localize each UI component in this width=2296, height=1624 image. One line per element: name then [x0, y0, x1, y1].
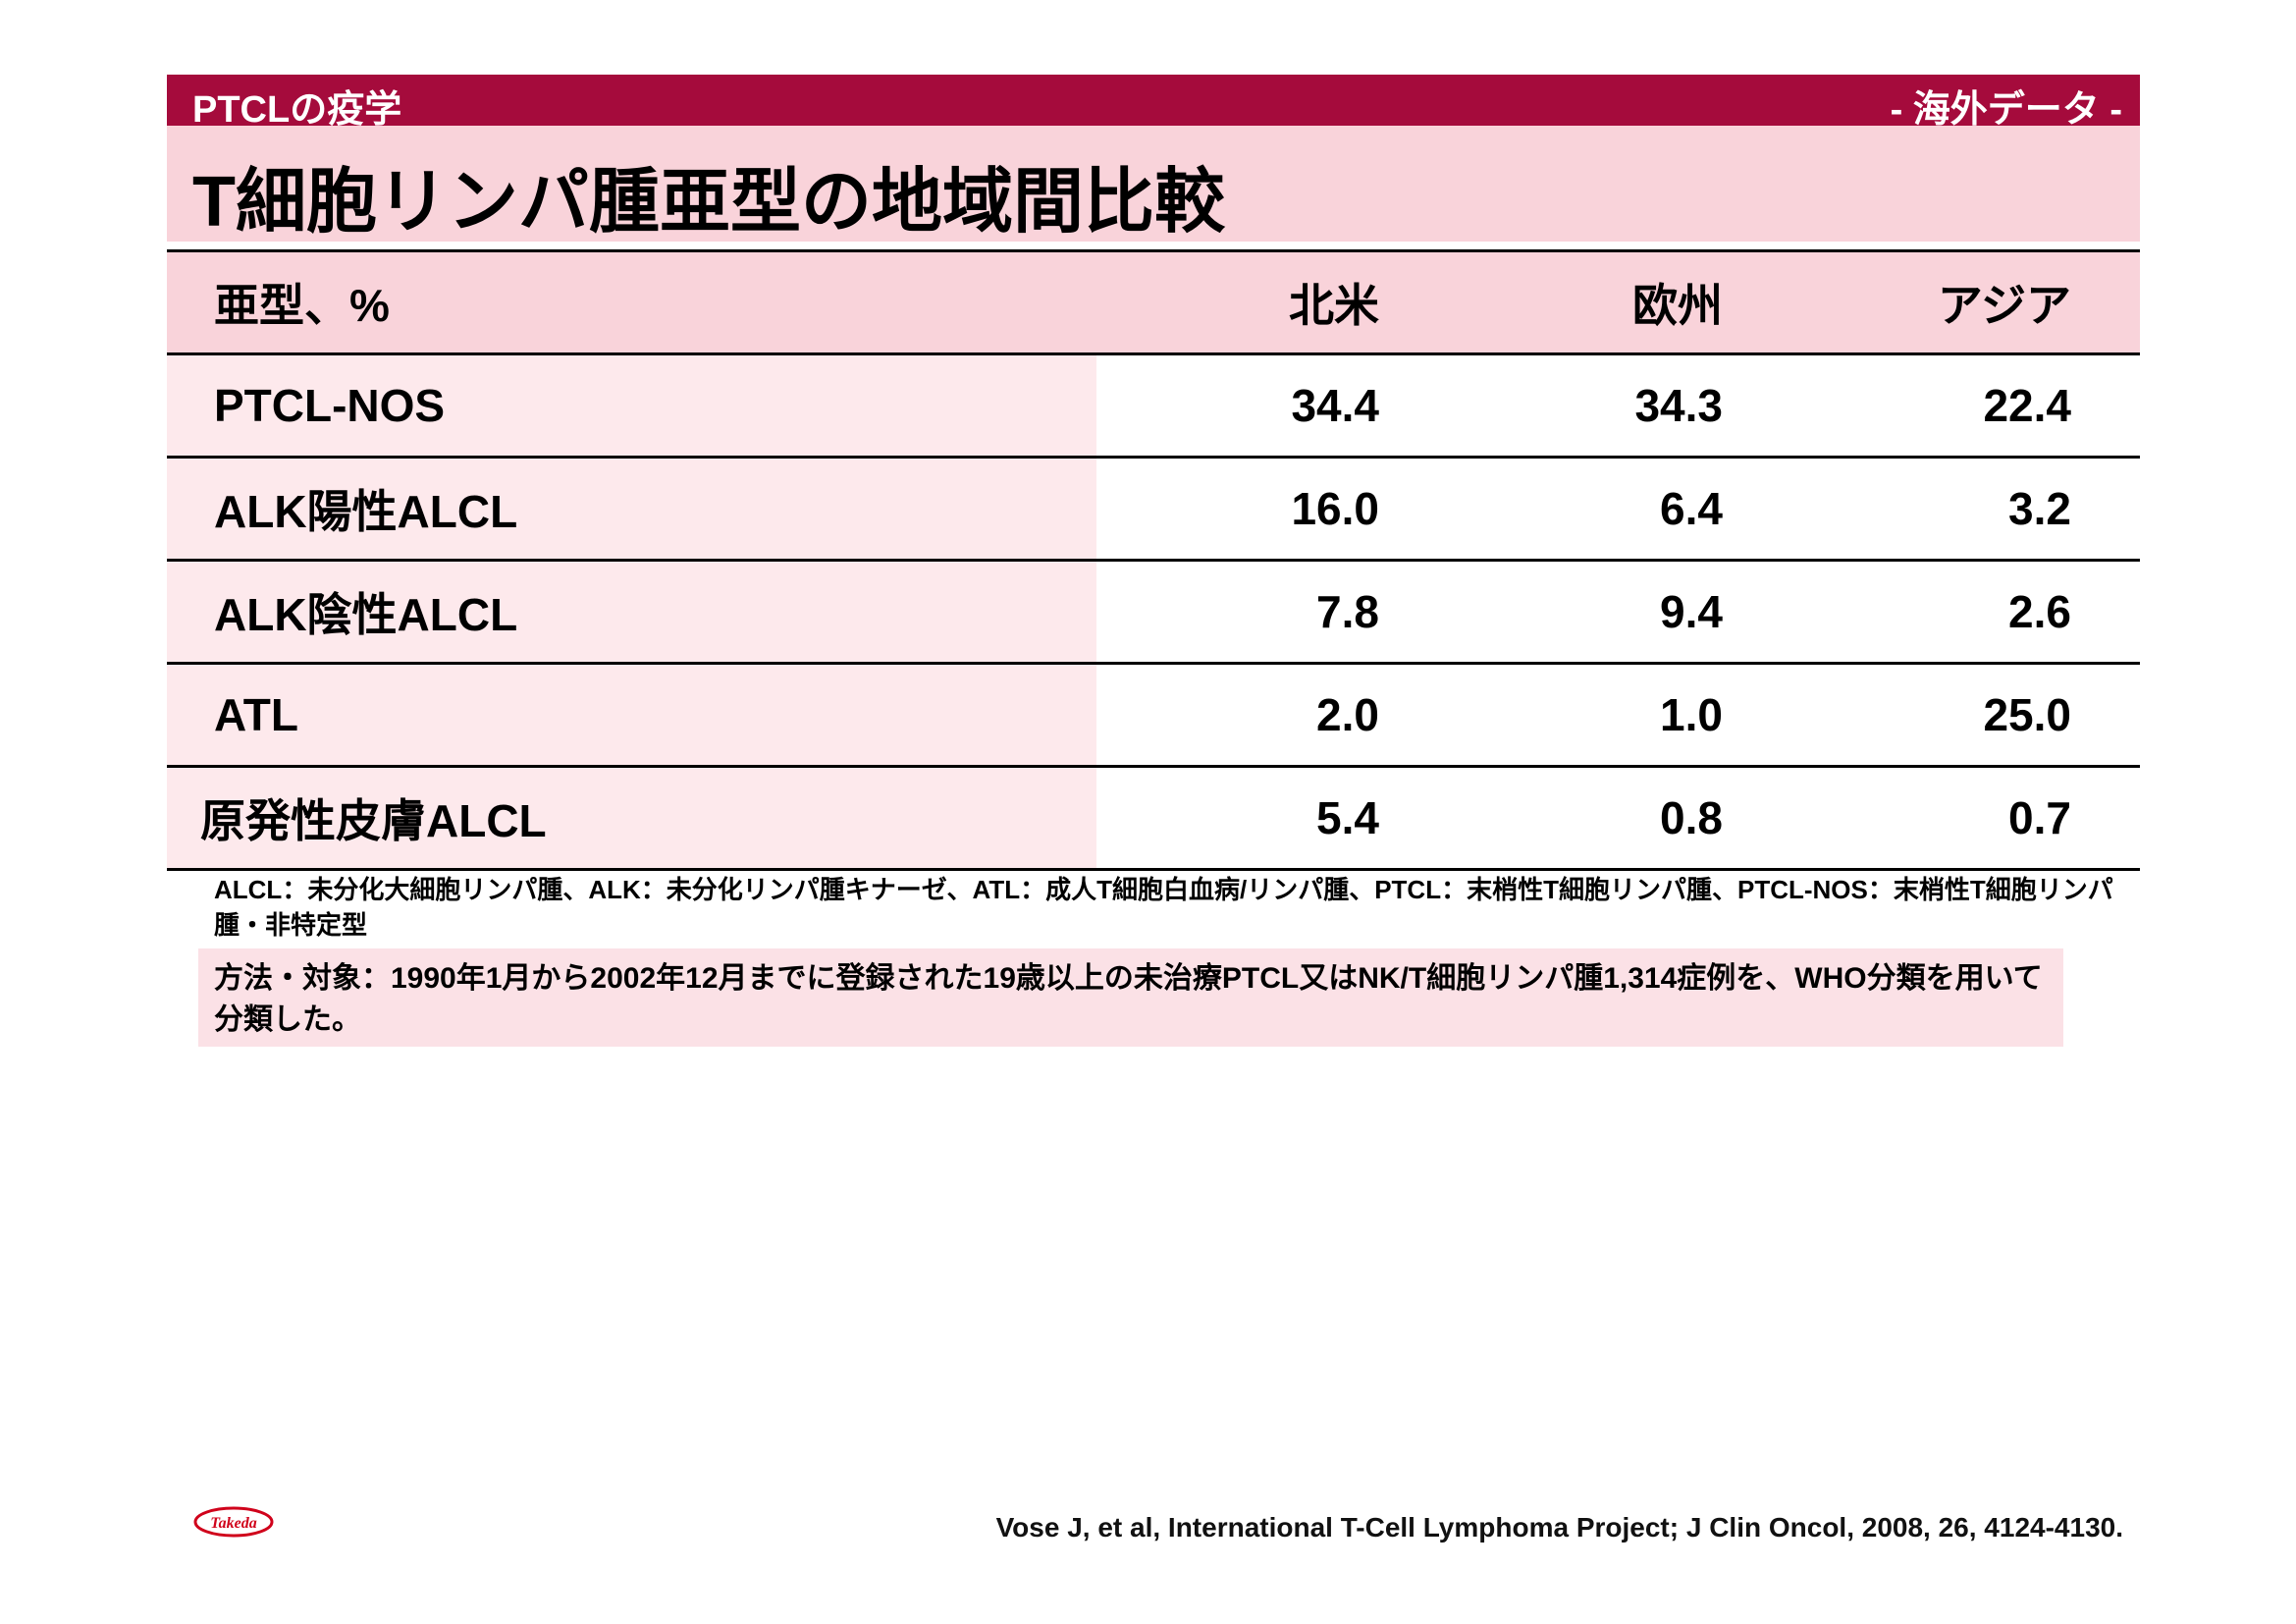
column-header-europe: 欧州 [1379, 249, 1723, 355]
data-source-badge: - 海外データ - [1890, 89, 2122, 131]
row-label: ALK陰性ALCL [167, 560, 1096, 665]
cell-asia: 25.0 [1723, 663, 2071, 768]
table-row: 原発性皮膚ALCL 5.4 0.8 0.7 [167, 766, 2140, 871]
cell-asia: 22.4 [1723, 353, 2071, 459]
section-header-bar: PTCLの疫学 - 海外データ - [167, 75, 2140, 131]
abbreviation-footnote: ALCL：未分化大細胞リンパ腫、ALK：未分化リンパ腫キナーゼ、ATL：成人T細… [214, 875, 2113, 940]
cell-north-america: 16.0 [1096, 457, 1379, 562]
cell-north-america: 2.0 [1096, 663, 1379, 768]
row-label: ATL [167, 663, 1096, 768]
table-header-row: 亜型、% 北米 欧州 アジア [167, 249, 2140, 355]
cell-europe: 6.4 [1379, 457, 1723, 562]
cell-europe: 34.3 [1379, 353, 1723, 459]
page-title: T細胞リンパ腫亜型の地域間比較 [192, 163, 1225, 242]
method-text: 方法・対象：1990年1月から2002年12月までに登録された19歳以上の未治療… [214, 962, 2043, 1036]
cell-spacer [2071, 663, 2140, 768]
column-header-subtype: 亜型、% [167, 249, 1096, 355]
cell-asia: 2.6 [1723, 560, 2071, 665]
column-header-north-america: 北米 [1096, 249, 1379, 355]
subtype-comparison-table: 亜型、% 北米 欧州 アジア PTCL-NOS 34.4 34.3 22.4 A… [167, 249, 2140, 871]
section-label: PTCLの疫学 [192, 89, 402, 131]
cell-europe: 1.0 [1379, 663, 1723, 768]
row-label: 原発性皮膚ALCL [167, 766, 1096, 871]
table-row: ALK陽性ALCL 16.0 6.4 3.2 [167, 457, 2140, 562]
column-header-spacer [2071, 249, 2140, 355]
method-box: 方法・対象：1990年1月から2002年12月までに登録された19歳以上の未治療… [198, 948, 2063, 1047]
cell-spacer [2071, 457, 2140, 562]
cell-asia: 0.7 [1723, 766, 2071, 871]
takeda-logo: Takeda [193, 1506, 274, 1538]
cell-spacer [2071, 560, 2140, 665]
cell-north-america: 5.4 [1096, 766, 1379, 871]
citation-text: Vose J, et al, International T-Cell Lymp… [995, 1512, 2123, 1543]
logo-text: Takeda [210, 1515, 256, 1532]
table-row: PTCL-NOS 34.4 34.3 22.4 [167, 353, 2140, 459]
cell-north-america: 7.8 [1096, 560, 1379, 665]
cell-north-america: 34.4 [1096, 353, 1379, 459]
table-row: ATL 2.0 1.0 25.0 [167, 663, 2140, 768]
table-row: ALK陰性ALCL 7.8 9.4 2.6 [167, 560, 2140, 665]
cell-europe: 9.4 [1379, 560, 1723, 665]
column-header-asia: アジア [1723, 249, 2071, 355]
cell-spacer [2071, 353, 2140, 459]
cell-spacer [2071, 766, 2140, 871]
title-bar: T細胞リンパ腫亜型の地域間比較 [167, 126, 2140, 242]
cell-europe: 0.8 [1379, 766, 1723, 871]
row-label: ALK陽性ALCL [167, 457, 1096, 562]
row-label: PTCL-NOS [167, 353, 1096, 459]
cell-asia: 3.2 [1723, 457, 2071, 562]
